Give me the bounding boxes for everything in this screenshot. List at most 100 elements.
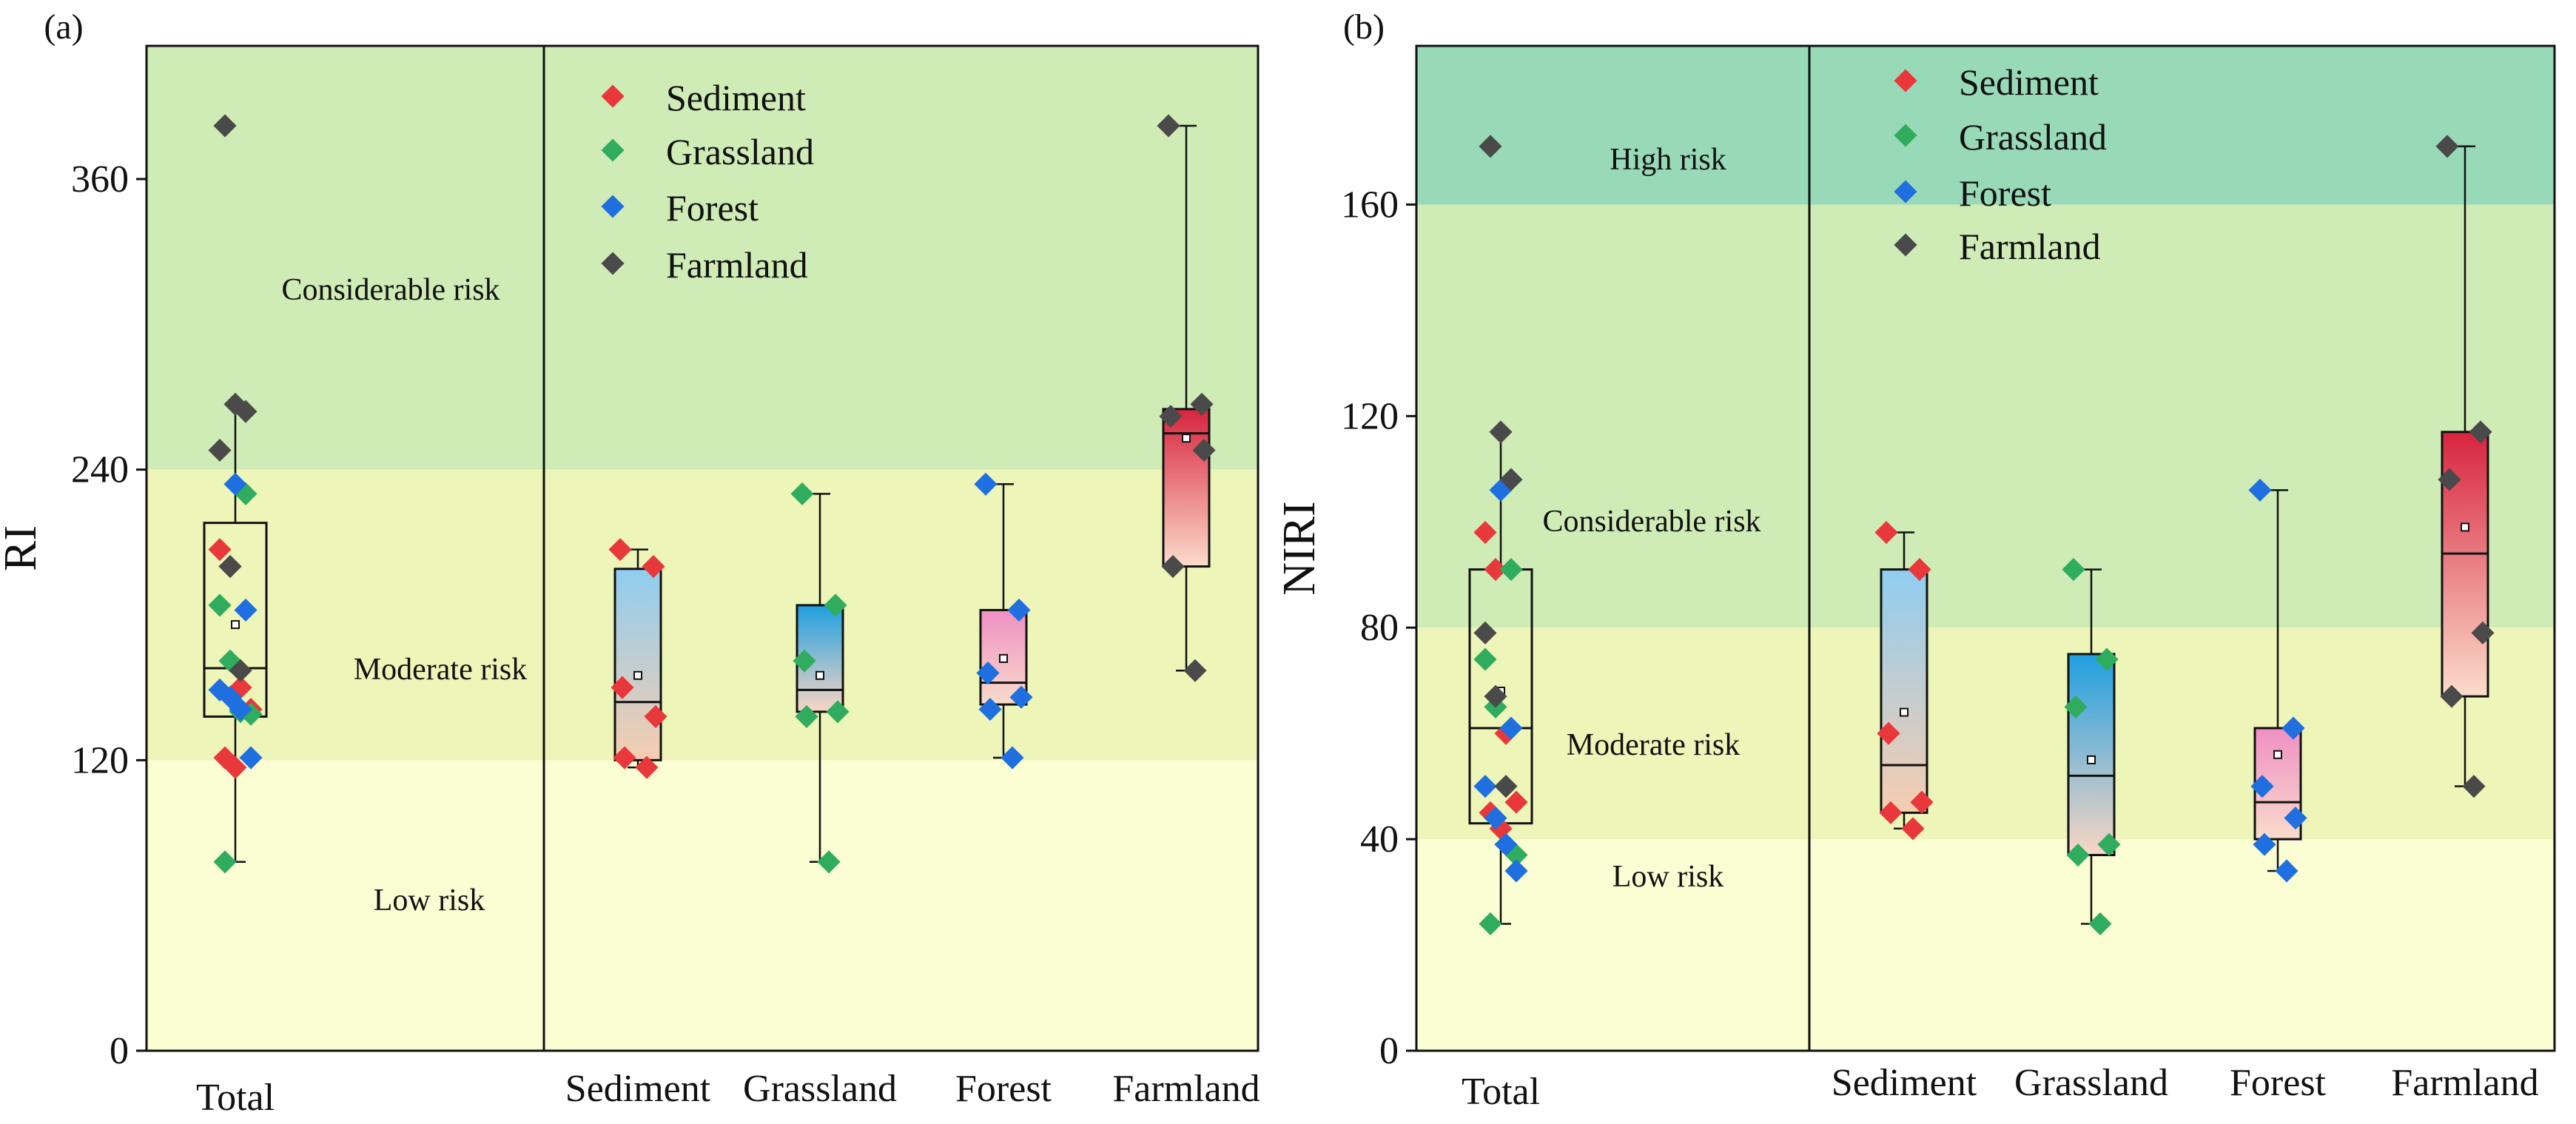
data-point-forest: [234, 598, 258, 622]
zone-label-high-risk: High risk: [1610, 143, 1726, 177]
data-point-farmland: [229, 659, 252, 682]
zone-label-moderate-risk: Moderate risk: [354, 653, 527, 687]
data-point-sediment: [1908, 558, 1931, 582]
data-point-farmland: [2471, 621, 2495, 645]
data-point-grassland: [2095, 647, 2119, 671]
data-point-sediment: [1879, 801, 1903, 824]
legend-label-sediment: Sediment: [666, 77, 806, 118]
category-total: [203, 114, 268, 874]
x-tick-label-grassland: Grassland: [2014, 1062, 2168, 1104]
category-grassland: [2062, 558, 2121, 936]
data-point-grassland: [213, 850, 237, 874]
data-point-grassland: [2064, 695, 2088, 719]
zone-label-moderate-risk: Moderate risk: [1567, 728, 1740, 762]
legend-marker-farmland: [601, 252, 625, 275]
data-point-grassland: [2062, 558, 2085, 582]
data-point-sediment: [1504, 790, 1528, 814]
data-point-sediment: [1874, 521, 1898, 545]
data-point-farmland: [1494, 775, 1518, 798]
panel-a: Low risk Moderate risk Considerable risk 0 1…: [0, 7, 1260, 1119]
data-point-farmland: [218, 554, 242, 579]
legend-label-forest: Forest: [1959, 172, 2051, 214]
box-iqr: [1880, 568, 1928, 814]
x-tick-label-grassland: Grassland: [743, 1068, 897, 1110]
box-mean-marker: [999, 653, 1008, 663]
legend-label-farmland: Farmland: [1959, 226, 2101, 267]
data-point-farmland: [2435, 135, 2459, 158]
data-point-forest: [1001, 746, 1024, 770]
y-tick-label: 120: [71, 739, 129, 781]
plot-frame: [145, 44, 1260, 1052]
legend-label-farmland: Farmland: [666, 244, 808, 286]
data-point-forest: [2281, 716, 2305, 740]
data-point-sediment: [613, 746, 636, 770]
box-mean-marker: [2087, 755, 2096, 764]
data-point-forest: [1504, 859, 1528, 883]
zone-label-considerable-risk: Considerable risk: [1542, 505, 1761, 539]
data-point-sediment: [1910, 790, 1934, 814]
box-mean-marker: [231, 620, 240, 630]
category-sediment: [608, 538, 667, 779]
zone-band-considerable-risk: [1416, 204, 2555, 628]
data-point-sediment: [223, 755, 247, 779]
data-point-forest: [2250, 775, 2274, 798]
data-point-farmland: [213, 114, 237, 138]
data-point-farmland: [2462, 775, 2486, 798]
data-point-farmland: [234, 400, 258, 423]
plot-frame: [1415, 44, 2556, 1052]
zone-band-moderate-risk: [1416, 627, 2555, 840]
legend-marker-sediment: [1894, 69, 1917, 92]
y-axis-label: NIRI: [1274, 501, 1325, 595]
category-farmland: [1157, 114, 1216, 682]
x-tick-label-forest: Forest: [2230, 1062, 2327, 1104]
data-point-forest: [2284, 806, 2307, 830]
legend-marker-forest: [1894, 180, 1917, 203]
y-tick-label: 120: [1341, 395, 1399, 437]
x-tick-label-forest: Forest: [955, 1068, 1052, 1110]
zone-label-low-risk: Low risk: [1612, 860, 1724, 894]
legend-marker-forest: [601, 195, 625, 218]
data-point-forest: [2275, 859, 2298, 883]
data-point-forest: [2253, 832, 2276, 856]
legend-label-forest: Forest: [666, 187, 759, 229]
y-axis-label: RI: [0, 525, 46, 571]
data-point-farmland: [2438, 468, 2461, 491]
category-grassland: [790, 482, 850, 874]
category-sediment: [1874, 521, 1934, 841]
data-point-sediment: [1901, 817, 1925, 841]
box-mean-marker: [1182, 434, 1191, 443]
zone-band-low-risk: [1416, 839, 2555, 1051]
data-point-grassland: [817, 850, 841, 874]
y-tick-label: 240: [71, 449, 129, 491]
box-mean-marker: [1900, 707, 1909, 717]
panel-label: (a): [44, 7, 83, 47]
category-farmland: [2435, 135, 2495, 798]
data-point-grassland: [2097, 832, 2121, 856]
box-iqr: [1162, 408, 1211, 568]
data-point-farmland: [2469, 420, 2492, 444]
x-tick-label-farmland: Farmland: [1112, 1068, 1260, 1110]
box-mean-marker: [2273, 750, 2282, 759]
zone-band-considerable-risk: [147, 46, 1258, 470]
category-forest: [2248, 478, 2307, 883]
panel-b: Low risk Moderate risk Considerable risk Hi…: [1274, 7, 2556, 1113]
legend-label-grassland: Grassland: [666, 131, 814, 172]
x-tick-label-total: Total: [1462, 1071, 1540, 1113]
box-iqr: [2067, 653, 2116, 857]
data-point-farmland: [208, 438, 232, 462]
box-mean-marker: [2461, 522, 2469, 532]
zone-label-low-risk: Low risk: [374, 884, 485, 918]
data-point-forest: [239, 746, 263, 770]
data-point-grassland: [208, 593, 232, 617]
data-point-forest: [1494, 832, 1518, 856]
y-tick-label: 40: [1360, 818, 1399, 861]
data-point-farmland: [2440, 684, 2464, 708]
y-tick-label: 0: [1379, 1030, 1399, 1072]
data-point-grassland: [2066, 843, 2090, 867]
zone-label-considerable-risk: Considerable risk: [281, 273, 500, 307]
y-tick-label: 360: [71, 158, 129, 201]
data-point-sediment: [1877, 721, 1900, 745]
zone-band-low-risk: [147, 760, 1258, 1051]
legend-label-grassland: Grassland: [1959, 116, 2107, 158]
x-tick-label-sediment: Sediment: [565, 1068, 711, 1110]
